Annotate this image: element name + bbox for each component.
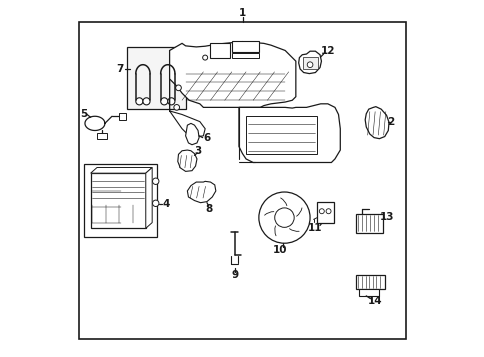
Bar bbox=[302, 56, 317, 69]
Circle shape bbox=[136, 98, 143, 105]
Circle shape bbox=[318, 209, 324, 214]
Bar bbox=[127, 47, 185, 109]
Text: 14: 14 bbox=[367, 296, 381, 306]
Circle shape bbox=[325, 209, 331, 214]
Polygon shape bbox=[298, 51, 321, 74]
Text: 13: 13 bbox=[379, 212, 393, 222]
Bar bbox=[91, 173, 146, 228]
Text: 5: 5 bbox=[80, 110, 87, 120]
Bar bbox=[245, 116, 317, 154]
Polygon shape bbox=[91, 167, 152, 173]
Polygon shape bbox=[185, 124, 199, 145]
Polygon shape bbox=[239, 104, 340, 162]
Circle shape bbox=[173, 105, 179, 110]
Bar bbox=[358, 290, 378, 296]
Text: 11: 11 bbox=[307, 223, 322, 233]
Text: 1: 1 bbox=[239, 8, 245, 18]
Bar bbox=[84, 164, 157, 237]
Bar bbox=[231, 52, 258, 58]
Text: 8: 8 bbox=[205, 204, 212, 214]
Polygon shape bbox=[178, 150, 197, 171]
Circle shape bbox=[306, 62, 312, 67]
Circle shape bbox=[202, 55, 207, 60]
Bar bbox=[355, 214, 382, 232]
Bar bbox=[79, 22, 405, 338]
Text: 6: 6 bbox=[203, 132, 210, 142]
Polygon shape bbox=[169, 79, 205, 137]
Circle shape bbox=[175, 85, 181, 91]
Bar bbox=[210, 42, 229, 57]
Text: 12: 12 bbox=[320, 46, 335, 56]
Polygon shape bbox=[146, 167, 152, 228]
Circle shape bbox=[152, 178, 159, 185]
Bar bbox=[231, 41, 258, 52]
Text: 9: 9 bbox=[231, 270, 238, 280]
Polygon shape bbox=[364, 107, 388, 139]
Bar bbox=[355, 275, 384, 290]
Circle shape bbox=[143, 98, 150, 105]
Polygon shape bbox=[169, 41, 295, 107]
Bar bbox=[119, 114, 125, 120]
Circle shape bbox=[167, 98, 175, 105]
Text: 3: 3 bbox=[194, 146, 201, 156]
Text: 2: 2 bbox=[387, 117, 394, 127]
Circle shape bbox=[160, 98, 167, 105]
Text: 7: 7 bbox=[116, 64, 123, 74]
Text: 10: 10 bbox=[272, 245, 287, 255]
Circle shape bbox=[274, 208, 294, 227]
Polygon shape bbox=[187, 181, 215, 203]
Circle shape bbox=[258, 192, 309, 243]
Circle shape bbox=[152, 200, 159, 206]
Bar bbox=[317, 202, 333, 223]
Text: 4: 4 bbox=[162, 199, 169, 209]
Bar bbox=[96, 133, 106, 139]
